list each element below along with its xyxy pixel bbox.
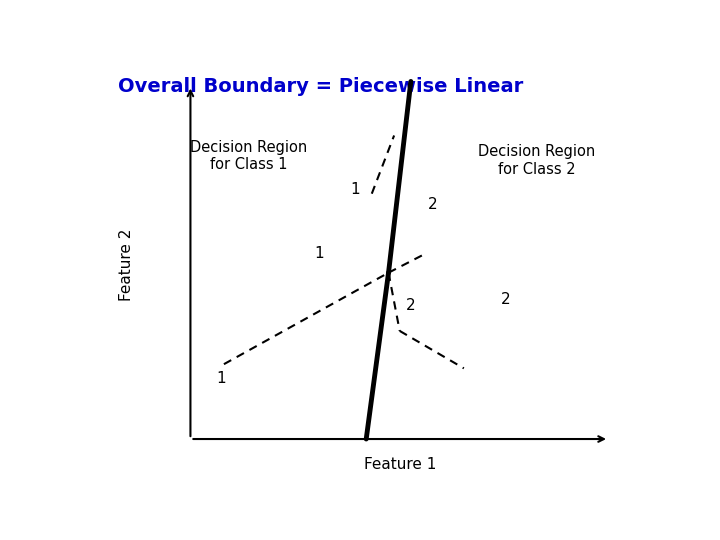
Text: 2: 2 [428,197,438,212]
Text: Decision Region
for Class 2: Decision Region for Class 2 [478,144,595,177]
Text: Feature 2: Feature 2 [119,228,134,301]
Text: 1: 1 [350,182,360,197]
Text: Decision Region
for Class 1: Decision Region for Class 1 [190,140,307,172]
Text: Feature 1: Feature 1 [364,457,436,472]
Text: 1: 1 [216,371,226,386]
Text: 2: 2 [501,292,510,307]
Text: 2: 2 [406,299,415,313]
Text: Overall Boundary = Piecewise Linear: Overall Boundary = Piecewise Linear [118,77,523,96]
Text: 1: 1 [314,246,323,261]
